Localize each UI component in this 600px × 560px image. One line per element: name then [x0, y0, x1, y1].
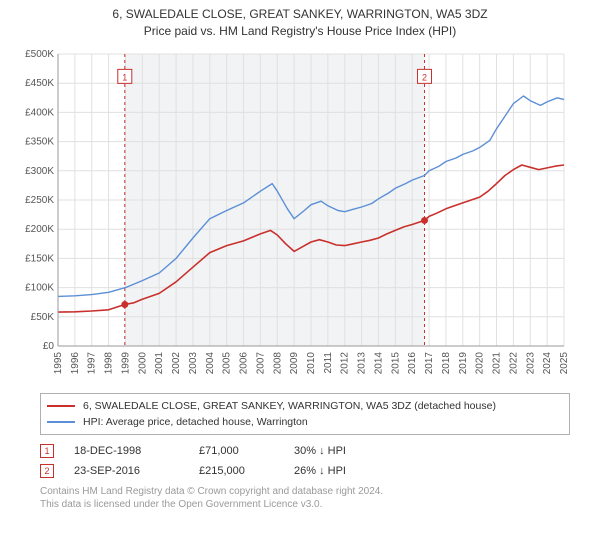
y-tick-label: £200K: [25, 224, 54, 235]
x-tick-label: 1998: [104, 351, 115, 374]
x-tick-label: 2012: [340, 351, 351, 374]
x-tick-label: 2020: [475, 351, 486, 374]
title-address: 6, SWALEDALE CLOSE, GREAT SANKEY, WARRIN…: [0, 6, 600, 23]
x-tick-label: 2024: [542, 351, 553, 374]
sale-row: 2 23-SEP-2016£215,00026% ↓ HPI: [40, 461, 570, 481]
y-tick-label: £450K: [25, 78, 54, 89]
y-tick-label: £50K: [31, 311, 55, 322]
x-tick-label: 1996: [70, 351, 81, 374]
x-tick-label: 2008: [272, 351, 283, 374]
license-line-2: This data is licensed under the Open Gov…: [40, 498, 570, 511]
sale-marker-badge-text: 1: [122, 72, 127, 82]
y-tick-label: £300K: [25, 165, 54, 176]
legend-item: 6, SWALEDALE CLOSE, GREAT SANKEY, WARRIN…: [47, 398, 563, 414]
sale-marker-point: [421, 217, 428, 224]
x-tick-label: 1997: [87, 351, 98, 374]
x-tick-label: 2007: [255, 351, 266, 374]
x-tick-label: 2021: [492, 351, 503, 374]
sale-row-diff: 26% ↓ HPI: [294, 465, 346, 477]
x-tick-label: 2014: [373, 351, 384, 374]
x-tick-label: 2019: [458, 351, 469, 374]
legend: 6, SWALEDALE CLOSE, GREAT SANKEY, WARRIN…: [40, 393, 570, 435]
y-tick-label: £500K: [25, 49, 54, 60]
x-tick-label: 2025: [559, 351, 570, 374]
page: 6, SWALEDALE CLOSE, GREAT SANKEY, WARRIN…: [0, 0, 600, 560]
x-tick-label: 2013: [357, 351, 368, 374]
y-tick-label: £100K: [25, 282, 54, 293]
license-text: Contains HM Land Registry data © Crown c…: [40, 485, 570, 511]
sale-marker-point: [121, 301, 128, 308]
license-line-1: Contains HM Land Registry data © Crown c…: [40, 485, 570, 498]
sale-row-date: 18-DEC-1998: [74, 445, 199, 457]
sale-markers: 1 18-DEC-1998£71,00030% ↓ HPI 2 23-SEP-2016…: [40, 441, 570, 481]
y-tick-label: £350K: [25, 136, 54, 147]
x-tick-label: 2003: [188, 351, 199, 374]
x-tick-label: 2000: [137, 351, 148, 374]
x-tick-label: 1999: [120, 351, 131, 374]
sale-row-badge: 1: [40, 444, 54, 458]
title-block: 6, SWALEDALE CLOSE, GREAT SANKEY, WARRIN…: [0, 0, 600, 40]
x-tick-label: 1995: [53, 351, 64, 374]
sale-row-badge: 2: [40, 464, 54, 478]
chart-svg: £0 £50K £100K £150K £200K £250K £300K £350K £400…: [14, 48, 574, 378]
title-subtitle: Price paid vs. HM Land Registry's House …: [0, 23, 600, 40]
sale-marker-badge-text: 2: [422, 72, 427, 82]
x-tick-label: 2022: [508, 351, 519, 374]
sale-row-diff: 30% ↓ HPI: [294, 445, 346, 457]
sale-row-price: £71,000: [199, 445, 294, 457]
y-tick-label: £150K: [25, 253, 54, 264]
x-tick-label: 2009: [289, 351, 300, 374]
x-tick-label: 2011: [323, 351, 334, 373]
x-tick-label: 2016: [407, 351, 418, 374]
x-tick-label: 2001: [154, 351, 165, 374]
x-tick-label: 2018: [441, 351, 452, 374]
x-tick-label: 2002: [171, 351, 182, 374]
y-tick-label: £400K: [25, 107, 54, 118]
x-tick-label: 2004: [205, 351, 216, 374]
legend-label: 6, SWALEDALE CLOSE, GREAT SANKEY, WARRIN…: [83, 400, 496, 412]
legend-swatch: [47, 405, 75, 407]
sale-row-date: 23-SEP-2016: [74, 465, 199, 477]
chart: £0 £50K £100K £150K £200K £250K £300K £350K £400…: [14, 48, 586, 383]
sale-row-price: £215,000: [199, 465, 294, 477]
x-tick-label: 2005: [222, 351, 233, 374]
y-tick-label: £250K: [25, 195, 54, 206]
y-tick-label: £0: [43, 341, 55, 352]
legend-label: HPI: Average price, detached house, Warr…: [83, 416, 308, 428]
legend-swatch: [47, 421, 75, 423]
x-tick-label: 2010: [306, 351, 317, 374]
legend-item: HPI: Average price, detached house, Warr…: [47, 414, 563, 430]
x-tick-label: 2017: [424, 351, 435, 374]
x-tick-label: 2015: [390, 351, 401, 374]
sale-row: 1 18-DEC-1998£71,00030% ↓ HPI: [40, 441, 570, 461]
x-tick-label: 2006: [239, 351, 250, 374]
x-tick-label: 2023: [525, 351, 536, 374]
